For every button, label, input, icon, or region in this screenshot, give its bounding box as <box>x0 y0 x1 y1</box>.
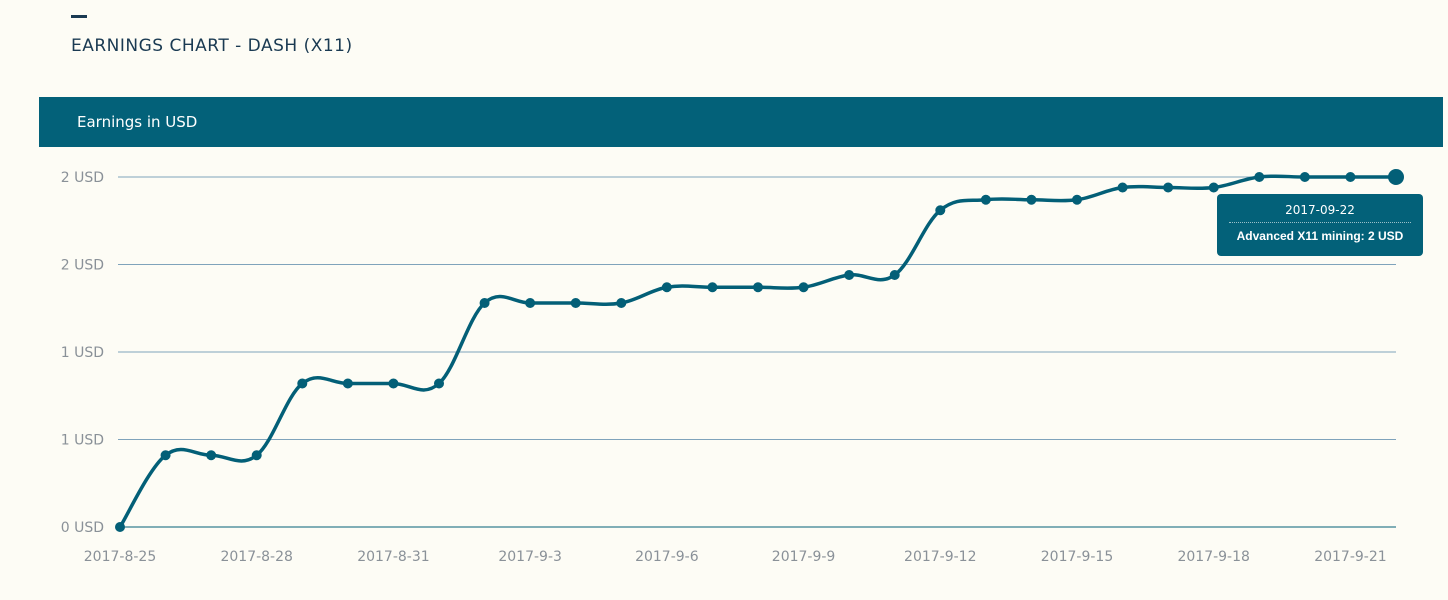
x-tick-label: 2017-9-6 <box>635 549 699 565</box>
chart-panel-header: Earnings in USD <box>39 97 1443 147</box>
data-point[interactable] <box>342 378 353 389</box>
data-point[interactable] <box>1117 182 1128 193</box>
tooltip-value: Advanced X11 mining: 2 USD <box>1236 229 1404 243</box>
x-tick-label: 2017-9-9 <box>772 549 836 565</box>
data-point[interactable] <box>297 378 308 389</box>
y-tick-label: 1 USD <box>61 433 104 449</box>
data-point[interactable] <box>1254 172 1265 182</box>
x-tick-label: 2017-8-25 <box>84 549 156 565</box>
earnings-series-line <box>118 174 1398 529</box>
data-point[interactable] <box>661 282 672 293</box>
data-point[interactable] <box>1026 194 1037 205</box>
page-title: EARNINGS CHART - DASH (X11) <box>71 36 353 56</box>
data-point[interactable] <box>1345 172 1356 182</box>
data-point[interactable] <box>1072 194 1082 205</box>
data-point[interactable] <box>479 298 490 308</box>
data-point-highlighted[interactable] <box>1388 169 1404 185</box>
data-point[interactable] <box>798 282 809 293</box>
data-point[interactable] <box>616 298 627 308</box>
data-point[interactable] <box>525 298 536 308</box>
data-point[interactable] <box>206 450 217 461</box>
x-tick-label: 2017-9-21 <box>1314 549 1386 565</box>
x-tick-label: 2017-8-31 <box>357 549 429 565</box>
y-tick-label: 2 USD <box>61 258 104 274</box>
data-point[interactable] <box>1208 182 1219 193</box>
data-point[interactable] <box>160 450 171 461</box>
data-point[interactable] <box>388 378 399 389</box>
x-axis-labels: 2017-8-25 2017-8-28 2017-8-31 2017-9-3 2017-… <box>84 549 1387 565</box>
x-tick-label: 2017-9-15 <box>1041 549 1113 565</box>
x-tick-label: 2017-9-3 <box>498 549 562 565</box>
chart-tooltip: 2017-09-22 Advanced X11 mining: 2 USD <box>1217 194 1423 256</box>
data-point[interactable] <box>434 378 444 389</box>
y-tick-label: 1 USD <box>61 345 104 361</box>
tooltip-date: 2017-09-22 <box>1229 203 1411 223</box>
data-point[interactable] <box>844 270 855 280</box>
chart-panel-title: Earnings in USD <box>77 113 198 131</box>
data-point[interactable] <box>753 282 763 293</box>
data-point[interactable] <box>707 282 718 293</box>
data-point[interactable] <box>980 194 991 205</box>
y-axis-labels: 0 USD 1 USD 1 USD 2 USD 2 USD <box>61 170 104 536</box>
x-tick-label: 2017-8-28 <box>220 549 292 565</box>
y-tick-label: 2 USD <box>61 170 104 186</box>
data-point[interactable] <box>889 270 900 280</box>
title-accent-dash <box>71 15 87 18</box>
y-tick-label: 0 USD <box>61 520 104 536</box>
data-point[interactable] <box>570 298 581 308</box>
x-tick-label: 2017-9-12 <box>904 549 976 565</box>
data-point[interactable] <box>1299 172 1310 182</box>
data-points <box>115 169 1404 532</box>
grid-lines <box>118 176 1396 528</box>
data-point[interactable] <box>251 450 262 461</box>
data-point[interactable] <box>935 205 946 216</box>
data-point[interactable] <box>115 522 125 532</box>
data-point[interactable] <box>1163 182 1174 193</box>
x-tick-label: 2017-9-18 <box>1177 549 1249 565</box>
